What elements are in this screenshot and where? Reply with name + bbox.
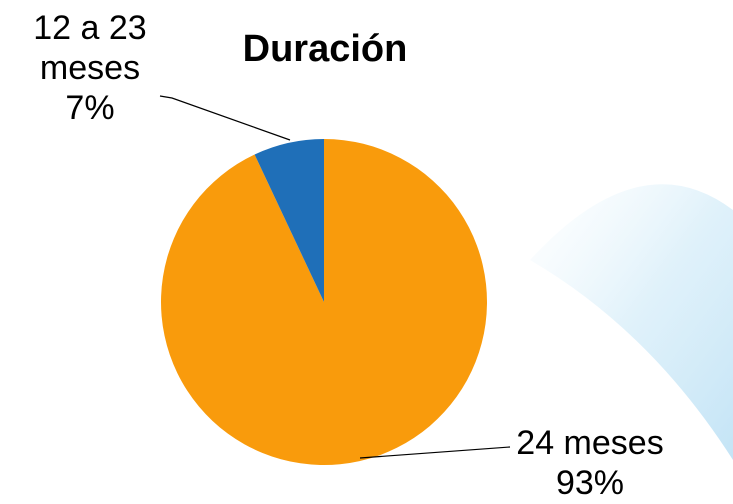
pie-slice [254,139,324,302]
chart-title: Duración [242,28,408,70]
pie [160,139,487,465]
data-label: 24 meses 93% [505,423,675,503]
pie-slice [160,139,487,465]
leader-lines [159,95,511,459]
slice-name: 24 meses [516,424,664,462]
background-swoosh [530,184,733,461]
slice-value: 7% [65,89,115,127]
leader-line [359,446,511,459]
leader-line [159,95,291,141]
data-label: 12 a 23 meses 7% [0,8,180,128]
slice-value: 93% [555,464,625,502]
slice-name: 12 a 23 meses [33,9,147,87]
